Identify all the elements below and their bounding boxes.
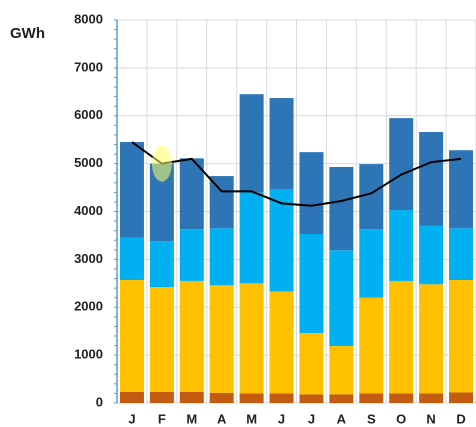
x-tick-label: A (217, 411, 227, 426)
y-axis-label: GWh (10, 25, 45, 42)
bar-segment (209, 392, 234, 403)
bar-segment (269, 188, 294, 292)
bar-segment (149, 287, 174, 392)
bar-segment (179, 229, 204, 281)
bar-segment (389, 280, 414, 394)
bar-segment (419, 225, 444, 285)
y-tick-label: 5000 (74, 155, 103, 170)
bar-segment (299, 394, 324, 403)
y-tick-label: 6000 (74, 107, 103, 122)
bar-segment (239, 192, 264, 284)
bar-segment (449, 228, 474, 280)
bar-segment (389, 393, 414, 403)
bar-segment (389, 210, 414, 281)
x-tick-label: A (337, 411, 347, 426)
bar-segment (449, 279, 474, 393)
bar-segment (329, 394, 354, 403)
bar-segment (359, 229, 384, 298)
x-tick-label: S (367, 411, 376, 426)
bar-segment (299, 152, 324, 235)
bar-segment (299, 333, 324, 395)
x-tick-label: M (246, 411, 257, 426)
bar-segment (329, 250, 354, 347)
bar-segment (269, 98, 294, 189)
y-tick-label: 0 (96, 394, 103, 409)
bar-segment (269, 291, 294, 394)
line (131, 141, 462, 207)
bar-segment (419, 393, 444, 403)
bar-segment (149, 391, 174, 403)
bar-segment (449, 150, 474, 229)
bar-segment (239, 393, 264, 403)
bar-segment (179, 280, 204, 392)
bar-segment (119, 391, 144, 403)
bar-segment (419, 132, 444, 226)
bar-segment (209, 285, 234, 393)
bar-segment (389, 118, 414, 211)
bar-segment (449, 392, 474, 403)
x-tick-label: J (278, 411, 285, 426)
bar-segment (359, 393, 384, 403)
y-tick-label: 8000 (74, 11, 103, 26)
bar-segment (239, 94, 264, 193)
y-tick-label: 2000 (74, 299, 103, 314)
x-tick-label: M (186, 411, 197, 426)
bar-segment (179, 158, 204, 230)
x-tick-label: J (128, 411, 135, 426)
bar-segment (269, 393, 294, 403)
bar-segment (419, 284, 444, 394)
x-tick-label: F (158, 411, 166, 426)
x-tick-label: J (308, 411, 315, 426)
x-tick-label: O (396, 411, 406, 426)
bar-segment (119, 142, 144, 238)
bar-segment (239, 283, 264, 394)
bar-segment (209, 176, 234, 229)
highlight (151, 145, 172, 182)
y-tick-label: 3000 (74, 251, 103, 266)
bar-segment (119, 237, 144, 280)
x-tick-label: D (456, 411, 465, 426)
y-tick-label: 1000 (74, 347, 103, 362)
bar-segment (329, 346, 354, 395)
bar-segment (299, 234, 324, 334)
bar-segment (179, 391, 204, 403)
y-tick-label: 7000 (74, 59, 103, 74)
bar-segment (359, 297, 384, 394)
x-tick-label: N (426, 411, 435, 426)
bar-segment (329, 166, 354, 251)
bar-segment (149, 241, 174, 288)
y-tick-label: 4000 (74, 203, 103, 218)
bar-segment (119, 279, 144, 392)
bar-segment (359, 164, 384, 230)
bar-segment (209, 228, 234, 286)
